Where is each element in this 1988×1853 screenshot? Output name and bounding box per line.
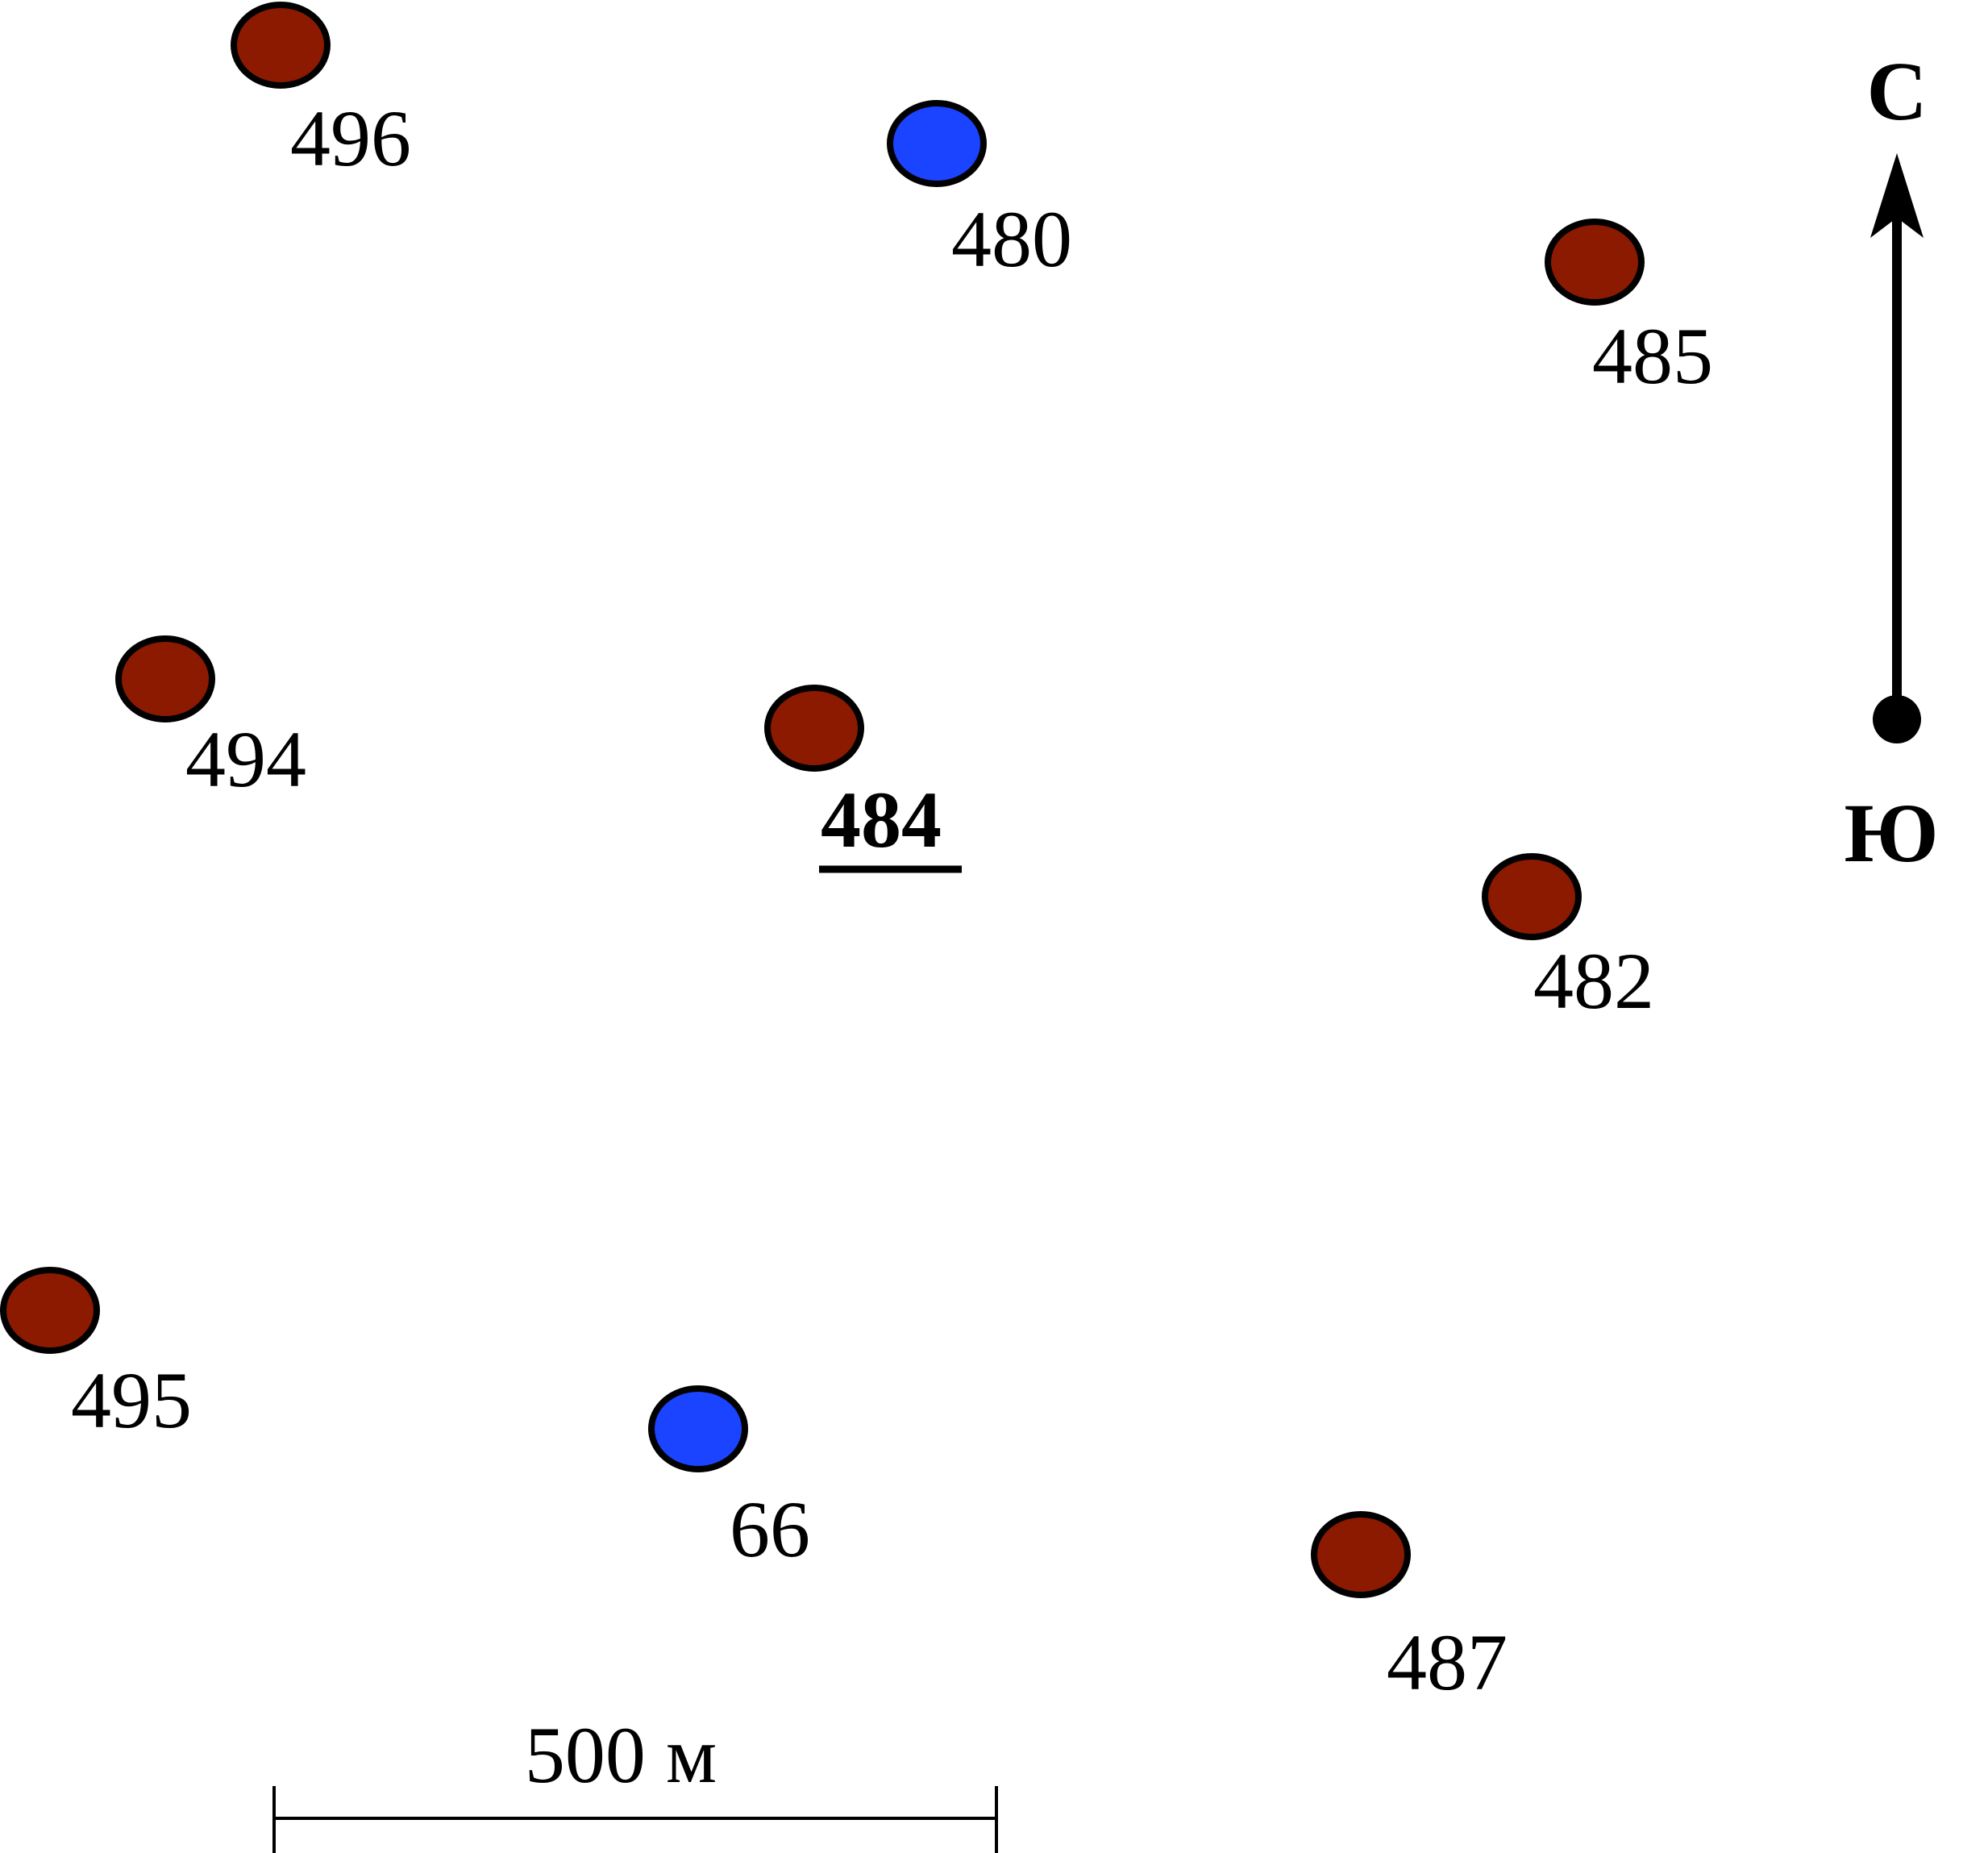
compass-south-label: Ю [1844,787,1938,880]
well-496: 496 [231,2,411,183]
production-well-marker [1482,853,1582,940]
production-well-marker [1311,1511,1411,1598]
production-well-marker [764,685,864,772]
north-arrow-head [1870,153,1924,238]
well-66: 66 [648,1385,810,1574]
well-484: 484 [764,685,962,873]
production-well-marker [1545,219,1645,306]
well-482: 482 [1482,853,1654,1026]
well-487: 487 [1311,1511,1508,1707]
compass-north-label: С [1866,45,1927,138]
production-well-marker [0,1267,100,1354]
well-label: 485 [1592,311,1713,401]
injection-well-marker [648,1385,748,1472]
well-485: 485 [1545,219,1713,401]
north-arrow: С Ю [1844,45,1938,880]
scale-bar: 500 м [272,1710,998,1853]
well-label: 494 [185,714,306,804]
injection-well-marker [887,100,987,187]
well-label: 66 [730,1484,810,1574]
well-label: 495 [71,1355,192,1445]
well-494: 494 [115,635,306,804]
well-label: 487 [1387,1618,1508,1707]
production-well-marker [231,2,331,89]
well-480: 480 [887,100,1072,284]
scale-bar-label: 500 м [525,1710,717,1800]
well-label: 484 [821,775,942,864]
well-495: 495 [0,1267,192,1445]
wells-layer: 496 480 485 494 484 482 495 66 487 [0,2,1713,1707]
well-label: 496 [290,94,411,183]
north-arrow-base-dot [1873,695,1921,743]
well-label: 482 [1533,936,1654,1026]
production-well-marker [115,635,215,722]
well-label: 480 [951,194,1072,284]
